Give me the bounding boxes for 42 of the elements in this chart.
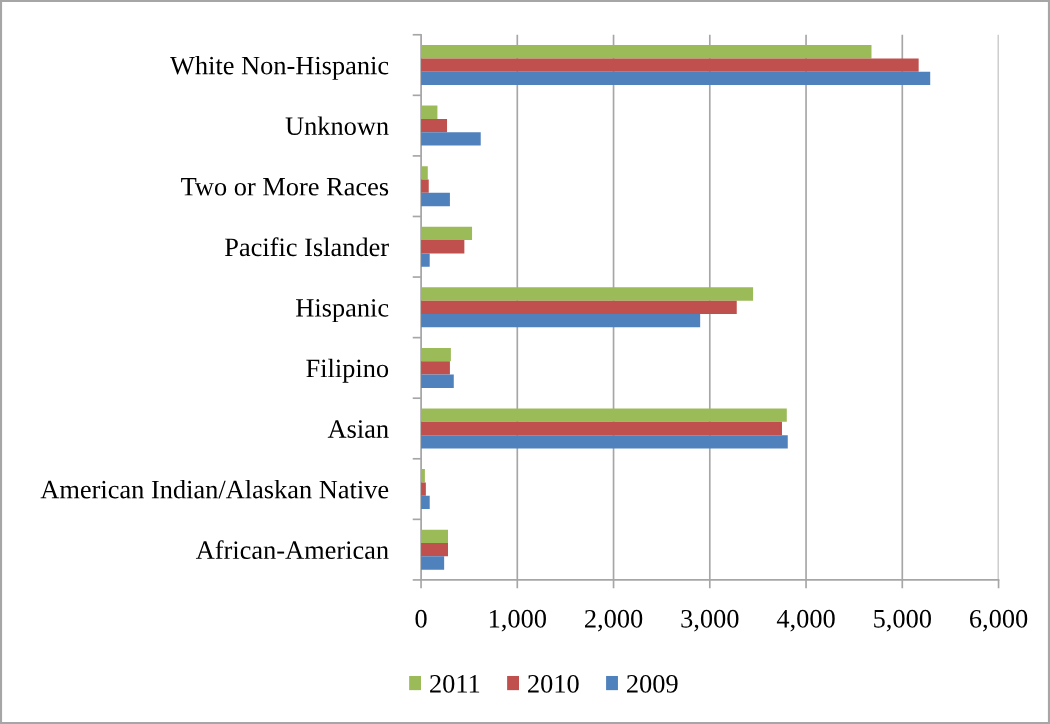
y-tick-label: Unknown <box>285 116 389 136</box>
bar <box>421 71 931 86</box>
bar <box>421 132 481 146</box>
bar <box>421 347 451 362</box>
y-tick-label: African-American <box>195 540 389 560</box>
bar <box>421 287 754 301</box>
bar <box>421 542 448 557</box>
x-tick-label: 3,000 <box>681 609 739 632</box>
x-tick-label: 2,000 <box>585 609 643 632</box>
bar <box>421 556 445 570</box>
bar <box>421 435 788 449</box>
x-tick-label: 6,000 <box>970 609 1028 632</box>
legend-label: 2009 <box>627 674 678 693</box>
bar <box>421 314 701 328</box>
x-tick-label: 1,000 <box>489 609 546 632</box>
legend-label: 2010 <box>528 674 579 693</box>
x-tick-label: 5,000 <box>874 609 931 632</box>
x-tick-label: 0 <box>415 609 427 628</box>
y-tick-label: American Indian/Alaskan Native <box>40 479 389 499</box>
y-tick-label: Asian <box>327 420 389 438</box>
bar <box>421 300 737 314</box>
bar <box>421 192 450 207</box>
bar <box>421 529 448 543</box>
bar <box>421 118 448 133</box>
bar <box>421 240 465 254</box>
y-tick-label: Two or More Races <box>181 178 389 196</box>
bar <box>421 45 872 59</box>
bar <box>421 58 919 72</box>
bar <box>421 408 787 422</box>
bar <box>421 495 430 510</box>
y-tick-label: White Non-Hispanic <box>170 55 389 80</box>
bar <box>421 361 450 375</box>
legend-label: 2011 <box>430 674 480 693</box>
bar <box>421 166 428 180</box>
bar <box>421 253 430 267</box>
bar <box>421 421 782 436</box>
y-tick-label: Hispanic <box>296 299 389 323</box>
y-tick-label: Filipino <box>306 358 389 383</box>
x-tick-label: 4,000 <box>776 609 835 632</box>
bar <box>421 374 454 388</box>
bar <box>421 226 473 241</box>
y-tick-label: Pacific Islander <box>225 237 389 257</box>
